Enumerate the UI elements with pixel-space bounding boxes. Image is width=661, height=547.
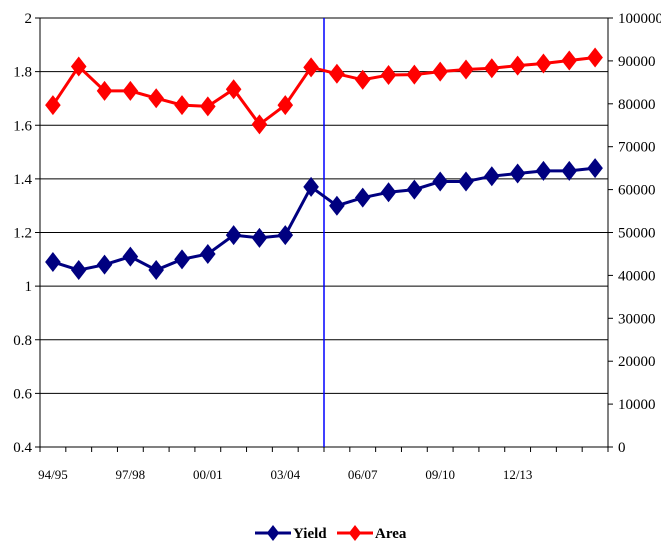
y2-tick-label: 0 bbox=[618, 440, 626, 456]
y2-tick-label: 100000 bbox=[618, 11, 661, 27]
y2-tick-label: 20000 bbox=[618, 354, 656, 370]
data-point-yield bbox=[406, 179, 423, 200]
y-tick-label: 2 bbox=[25, 11, 33, 27]
data-point-yield bbox=[587, 158, 603, 179]
data-point-area bbox=[303, 57, 319, 78]
data-point-yield bbox=[96, 254, 113, 275]
data-point-yield bbox=[509, 163, 526, 184]
legend-swatch-marker bbox=[266, 525, 280, 541]
x-tick-label: 09/10 bbox=[425, 467, 455, 482]
y-tick-label: 1.2 bbox=[13, 226, 32, 242]
y2-tick-label: 30000 bbox=[618, 311, 656, 327]
data-point-area bbox=[535, 53, 552, 74]
y2-tick-label: 60000 bbox=[618, 183, 656, 199]
legend: Yield Area bbox=[255, 525, 407, 542]
data-point-yield bbox=[148, 260, 164, 281]
series-line-yield bbox=[52, 166, 596, 272]
data-point-yield bbox=[251, 227, 268, 248]
data-point-area bbox=[458, 59, 474, 80]
data-point-area bbox=[329, 63, 345, 84]
data-point-area bbox=[96, 80, 113, 101]
data-point-yield bbox=[432, 171, 448, 192]
data-point-area bbox=[277, 95, 294, 116]
y-tick-label: 0.6 bbox=[13, 386, 32, 402]
data-point-area bbox=[174, 95, 190, 116]
data-point-yield bbox=[70, 260, 87, 281]
x-tick-label: 06/07 bbox=[348, 467, 378, 482]
data-point-yield bbox=[225, 225, 242, 246]
y2-tick-label: 90000 bbox=[618, 54, 656, 70]
data-point-area bbox=[354, 69, 371, 90]
data-point-area bbox=[148, 88, 164, 109]
y-tick-label: 0.4 bbox=[13, 440, 32, 456]
data-point-yield bbox=[200, 243, 216, 264]
legend-label: Area bbox=[375, 526, 407, 542]
data-point-yield bbox=[45, 251, 61, 272]
data-point-area bbox=[200, 96, 216, 117]
x-tick-label: 94/95 bbox=[38, 467, 68, 482]
y-tick-label: 1.8 bbox=[13, 65, 32, 81]
data-point-area bbox=[225, 79, 242, 100]
data-point-area bbox=[70, 56, 87, 77]
y-tick-label: 1.6 bbox=[13, 118, 32, 134]
data-point-area bbox=[251, 114, 268, 135]
y2-tick-label: 80000 bbox=[618, 97, 656, 113]
data-point-yield bbox=[174, 249, 190, 270]
data-point-yield bbox=[458, 171, 474, 192]
y-tick-label: 1.4 bbox=[13, 172, 32, 188]
y-tick-label: 0.8 bbox=[13, 333, 32, 349]
data-point-yield bbox=[122, 246, 139, 267]
y2-tick-label: 40000 bbox=[618, 268, 656, 284]
data-point-area bbox=[380, 65, 397, 86]
x-tick-label: 97/98 bbox=[116, 467, 146, 482]
data-point-yield bbox=[329, 195, 345, 216]
data-point-yield bbox=[303, 176, 319, 197]
series-line-area bbox=[51, 55, 596, 127]
data-point-yield bbox=[484, 166, 500, 187]
data-point-area bbox=[122, 80, 139, 101]
data-point-yield bbox=[277, 225, 294, 246]
y2-tick-label: 50000 bbox=[618, 226, 656, 242]
data-point-yield bbox=[354, 187, 371, 208]
x-tick-label: 00/01 bbox=[193, 467, 223, 482]
data-point-area bbox=[587, 47, 603, 68]
data-point-area bbox=[561, 50, 578, 71]
data-point-area bbox=[484, 58, 500, 79]
legend-swatch-marker bbox=[348, 525, 362, 541]
data-point-area bbox=[509, 55, 526, 76]
y2-tick-label: 10000 bbox=[618, 397, 656, 413]
series-layer bbox=[45, 47, 603, 281]
data-point-yield bbox=[561, 160, 578, 181]
data-point-yield bbox=[380, 182, 397, 203]
legend-label: Yield bbox=[293, 526, 327, 542]
x-tick-label: 12/13 bbox=[503, 467, 533, 482]
data-point-area bbox=[45, 95, 61, 116]
data-point-area bbox=[432, 61, 448, 82]
data-point-area bbox=[406, 64, 423, 85]
data-point-yield bbox=[535, 160, 552, 181]
axes: 0.4 0.6 0.8 1 1.2 1.4 1.6 1.8 2 0 10000 20000 30000 4… bbox=[13, 11, 661, 482]
y2-tick-label: 70000 bbox=[618, 140, 656, 156]
y-tick-label: 1 bbox=[25, 279, 33, 295]
x-tick-label: 03/04 bbox=[270, 467, 300, 482]
